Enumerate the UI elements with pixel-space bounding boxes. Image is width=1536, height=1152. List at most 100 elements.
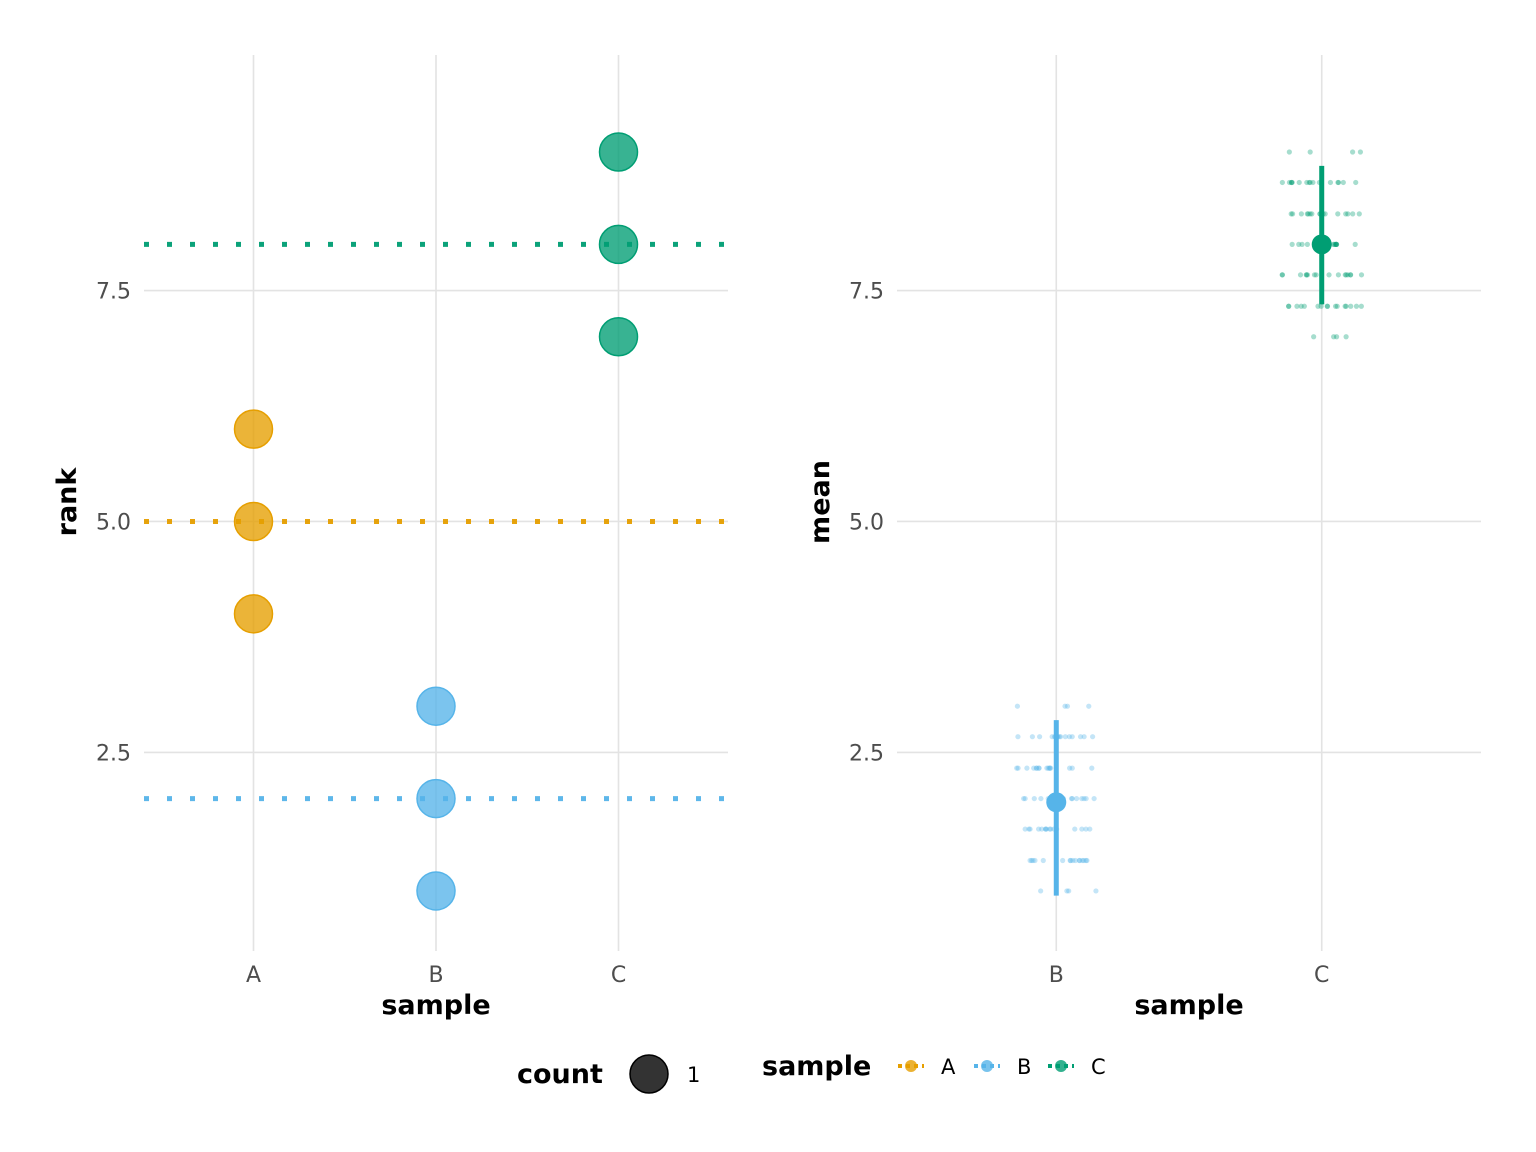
bootstrap-point-b <box>1024 765 1030 771</box>
bootstrap-point-b <box>1036 826 1042 832</box>
mean-point-c <box>1311 234 1332 255</box>
bootstrap-point-c <box>1342 272 1348 278</box>
bootstrap-point-b <box>1070 857 1076 864</box>
bootstrap-point-c <box>1313 272 1319 278</box>
bootstrap-point-c <box>1296 241 1302 247</box>
bootstrap-point-b <box>1083 826 1089 832</box>
data-point-c <box>598 224 639 265</box>
bootstrap-point-b <box>1038 795 1044 802</box>
bootstrap-point-b <box>1031 765 1037 771</box>
bootstrap-point-b <box>1091 795 1097 802</box>
bootstrap-point-c <box>1324 303 1331 309</box>
bootstrap-point-b <box>1040 857 1046 864</box>
bootstrap-point-c <box>1286 303 1292 309</box>
bootstrap-point-b <box>1037 734 1043 740</box>
bootstrap-point-c <box>1309 211 1315 217</box>
bootstrap-point-c <box>1304 179 1310 186</box>
bootstrap-point-c <box>1345 211 1351 217</box>
bootstrap-point-c <box>1294 303 1300 309</box>
data-point-a <box>233 594 274 634</box>
bootstrap-point-c <box>1301 303 1307 309</box>
bootstrap-point-c <box>1334 303 1340 309</box>
bootstrap-point-b <box>1064 703 1071 709</box>
right-x-tick-label: B <box>1049 963 1064 988</box>
bootstrap-point-b <box>1032 857 1038 864</box>
legend-sample-key-dot-b <box>981 1060 993 1072</box>
bootstrap-point-c <box>1279 179 1285 186</box>
data-point-a <box>233 409 274 449</box>
bootstrap-point-c <box>1335 179 1342 186</box>
bootstrap-point-b <box>1073 795 1080 802</box>
data-point-c <box>598 316 639 357</box>
legend-count-key <box>629 1054 669 1094</box>
bootstrap-point-b <box>1081 795 1087 802</box>
bootstrap-point-c <box>1357 149 1363 155</box>
bootstrap-point-b <box>1042 826 1049 832</box>
bootstrap-point-b <box>1048 765 1054 771</box>
bootstrap-point-b <box>1089 765 1095 771</box>
right-y-tick-label: 2.5 <box>849 741 884 766</box>
bootstrap-point-b <box>1081 857 1087 864</box>
bootstrap-point-c <box>1304 241 1310 247</box>
bootstrap-point-b <box>1064 888 1070 894</box>
bootstrap-point-b <box>1068 857 1074 864</box>
bootstrap-point-b <box>1066 888 1072 894</box>
bootstrap-point-c <box>1289 179 1295 186</box>
bootstrap-point-c <box>1348 303 1354 309</box>
bootstrap-point-c <box>1279 272 1285 278</box>
bootstrap-point-c <box>1310 179 1316 186</box>
right-y-tick-label: 5.0 <box>849 510 884 535</box>
bootstrap-point-b <box>1047 765 1053 771</box>
bootstrap-point-c <box>1303 272 1310 278</box>
legend-count: count 1 <box>517 1054 700 1094</box>
bootstrap-point-c <box>1286 303 1292 309</box>
bootstrap-point-b <box>1069 765 1075 771</box>
bootstrap-point-b <box>1077 857 1083 864</box>
bootstrap-point-c <box>1343 211 1349 217</box>
bootstrap-point-b <box>1068 795 1075 802</box>
bootstrap-point-c <box>1286 149 1292 155</box>
bootstrap-point-c <box>1356 211 1362 217</box>
right-panel: B C 2.5 5.0 7.5 <box>849 55 1481 988</box>
bootstrap-point-b <box>1027 857 1033 864</box>
bootstrap-point-c <box>1331 241 1337 247</box>
bootstrap-point-c <box>1353 179 1359 186</box>
bootstrap-point-c <box>1297 272 1304 278</box>
bootstrap-point-c <box>1307 211 1313 217</box>
bootstrap-point-b <box>1015 765 1021 771</box>
bootstrap-point-b <box>1026 826 1032 832</box>
bootstrap-point-c <box>1289 179 1295 186</box>
bootstrap-point-c <box>1335 179 1341 186</box>
bootstrap-point-c <box>1335 211 1341 217</box>
bootstrap-point-b <box>1066 734 1072 740</box>
bootstrap-point-c <box>1358 303 1364 309</box>
data-point-b <box>416 871 456 911</box>
bootstrap-point-c <box>1350 149 1356 155</box>
legend-sample-key-dot-a <box>905 1060 917 1072</box>
bootstrap-point-b <box>1086 703 1092 709</box>
bootstrap-point-c <box>1345 272 1351 278</box>
data-point-b <box>416 686 456 726</box>
bootstrap-point-b <box>1047 826 1053 832</box>
left-x-tick-label: B <box>428 963 443 988</box>
bootstrap-point-c <box>1286 179 1293 186</box>
data-point-a <box>233 501 274 542</box>
legend-sample: sample A B C <box>762 1051 1106 1082</box>
bootstrap-point-b <box>1036 765 1042 771</box>
data-point-c <box>598 132 639 172</box>
bootstrap-point-b <box>1047 826 1054 832</box>
left-x-tick-label: C <box>611 963 626 988</box>
bootstrap-point-c <box>1311 272 1318 278</box>
legend-sample-label-a: A <box>941 1055 956 1079</box>
bootstrap-point-c <box>1311 334 1317 340</box>
right-x-axis-title: sample <box>1134 990 1243 1021</box>
bootstrap-point-b <box>1036 765 1042 771</box>
legend-sample-title: sample <box>762 1051 871 1082</box>
left-y-axis-title: rank <box>52 467 83 537</box>
bootstrap-point-b <box>1069 734 1075 740</box>
left-y-tick-label: 2.5 <box>96 741 131 766</box>
bootstrap-point-b <box>1021 795 1027 802</box>
bootstrap-point-b <box>1067 765 1073 771</box>
right-y-tick-label: 7.5 <box>849 280 884 305</box>
